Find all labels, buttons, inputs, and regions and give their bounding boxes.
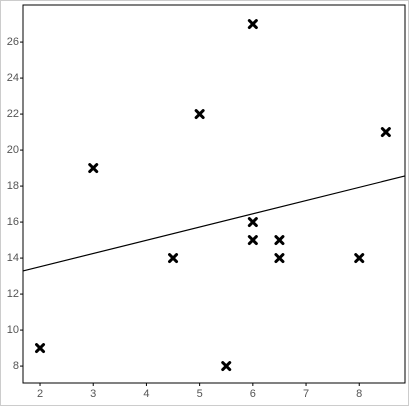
point (194, 109, 205, 120)
point (35, 343, 46, 354)
x-tick-label: 3 (90, 388, 96, 400)
x-tick-label: 4 (143, 388, 149, 400)
point (274, 235, 285, 246)
y-tick-label: 26 (7, 36, 19, 48)
y-tick-label: 20 (7, 144, 19, 156)
y-tick-label: 16 (7, 216, 19, 228)
x-tick-label: 7 (303, 388, 309, 400)
y-tick-label: 18 (7, 180, 19, 192)
plot-frame (22, 4, 406, 384)
x-tick-label: 8 (356, 388, 362, 400)
y-tick-label: 12 (7, 288, 19, 300)
x-tick-label: 6 (250, 388, 256, 400)
point (247, 217, 258, 228)
point (168, 253, 179, 264)
point (354, 253, 365, 264)
x-tick-label: 5 (197, 388, 203, 400)
point (221, 361, 232, 372)
point (247, 19, 258, 30)
x-tick-label: 2 (37, 388, 43, 400)
point (247, 235, 258, 246)
y-tick-label: 22 (7, 108, 19, 120)
point (274, 253, 285, 264)
y-tick-label: 10 (7, 324, 19, 336)
point (380, 127, 391, 138)
y-tick-label: 14 (7, 252, 19, 264)
y-tick-label: 24 (7, 72, 19, 84)
trendline (22, 175, 406, 272)
point (88, 163, 99, 174)
y-tick-label: 8 (13, 360, 19, 372)
